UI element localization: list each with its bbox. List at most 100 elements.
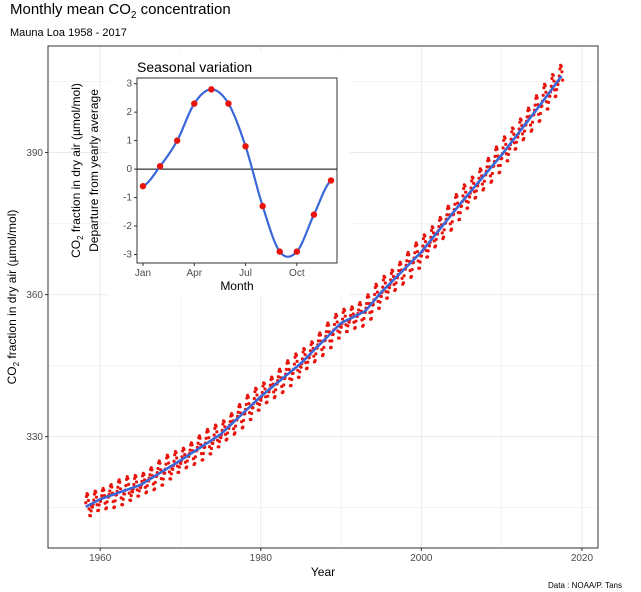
data-point <box>383 275 387 279</box>
data-point <box>417 266 422 270</box>
data-point <box>287 367 291 372</box>
data-point <box>172 459 176 463</box>
data-point <box>129 494 133 498</box>
data-point <box>471 176 475 180</box>
data-point <box>324 330 329 334</box>
data-point <box>445 213 449 217</box>
data-point <box>167 470 171 474</box>
data-point <box>399 262 403 266</box>
data-point <box>130 490 135 494</box>
data-point <box>450 220 454 224</box>
data-point <box>122 492 127 496</box>
data-point <box>104 506 109 510</box>
data-point <box>132 482 136 487</box>
data-point <box>402 274 406 278</box>
data-point <box>302 347 307 351</box>
data-point <box>512 132 516 136</box>
inset-y-axis-title-1: CO2 fraction in dry air (µmol/mol) <box>69 83 85 258</box>
data-point <box>421 244 425 248</box>
data-point <box>490 179 494 183</box>
data-point <box>167 461 171 465</box>
data-point <box>294 353 299 357</box>
data-point <box>299 365 303 369</box>
data-point <box>145 490 149 494</box>
data-point <box>238 405 242 409</box>
data-point <box>175 456 179 460</box>
data-point <box>340 317 345 321</box>
data-point <box>312 354 316 358</box>
data-point <box>164 462 168 466</box>
data-point <box>498 170 502 174</box>
inset-y-tick-label: -1 <box>123 193 132 204</box>
data-point <box>284 367 288 371</box>
data-point <box>278 369 282 374</box>
data-point <box>501 146 505 150</box>
data-point <box>251 406 255 410</box>
data-point <box>379 294 383 299</box>
data-point <box>522 136 526 141</box>
data-point <box>400 276 404 280</box>
data-point <box>134 474 138 479</box>
data-point <box>263 387 267 391</box>
data-point <box>343 314 347 318</box>
data-point <box>423 234 427 238</box>
data-point <box>281 390 285 394</box>
data-point <box>561 78 565 82</box>
data-point <box>370 310 374 314</box>
data-point <box>449 227 454 231</box>
data-point <box>337 336 341 340</box>
data-point <box>485 165 489 169</box>
data-point <box>377 306 381 310</box>
data-point <box>538 111 543 116</box>
data-point <box>290 377 294 382</box>
data-point <box>87 507 91 511</box>
data-point <box>128 498 133 503</box>
data-point <box>429 228 434 232</box>
data-point <box>233 431 237 435</box>
data-point <box>472 181 476 185</box>
data-point <box>247 402 251 406</box>
y-axis-title: CO2 fraction in dry air (µmol/mol) <box>5 210 21 385</box>
data-point <box>453 202 457 206</box>
data-point <box>169 472 173 476</box>
inset-x-tick-label: Apr <box>186 268 202 279</box>
data-point <box>298 370 302 374</box>
data-point <box>378 300 382 304</box>
data-point <box>558 67 562 71</box>
data-point <box>190 443 194 447</box>
data-point <box>270 376 274 381</box>
data-point <box>88 514 93 518</box>
data-point <box>530 120 535 124</box>
data-point <box>273 394 277 399</box>
x-axis-title: Year <box>311 565 335 579</box>
data-point <box>361 323 365 327</box>
seasonal-point <box>191 100 198 107</box>
data-point <box>409 274 414 279</box>
data-point <box>321 352 325 357</box>
inset-border <box>136 77 338 264</box>
data-point <box>110 485 114 489</box>
data-point <box>463 184 467 188</box>
data-point <box>228 420 232 424</box>
data-point <box>102 488 106 492</box>
inset-x-axis-title: Month <box>220 279 253 293</box>
data-point <box>268 383 272 387</box>
data-point <box>474 195 478 199</box>
data-point <box>231 427 236 431</box>
data-point <box>431 225 435 230</box>
data-point <box>354 319 358 323</box>
data-point <box>329 345 333 349</box>
data-point <box>156 466 160 471</box>
data-point <box>425 255 430 259</box>
data-point <box>161 477 165 481</box>
inset-x-tick-label: Jan <box>135 268 151 279</box>
data-point <box>116 485 120 489</box>
data-point <box>201 458 205 462</box>
data-point <box>177 465 181 469</box>
data-point <box>560 70 564 74</box>
data-point <box>559 64 563 68</box>
data-point <box>410 267 414 272</box>
data-point <box>255 393 259 397</box>
